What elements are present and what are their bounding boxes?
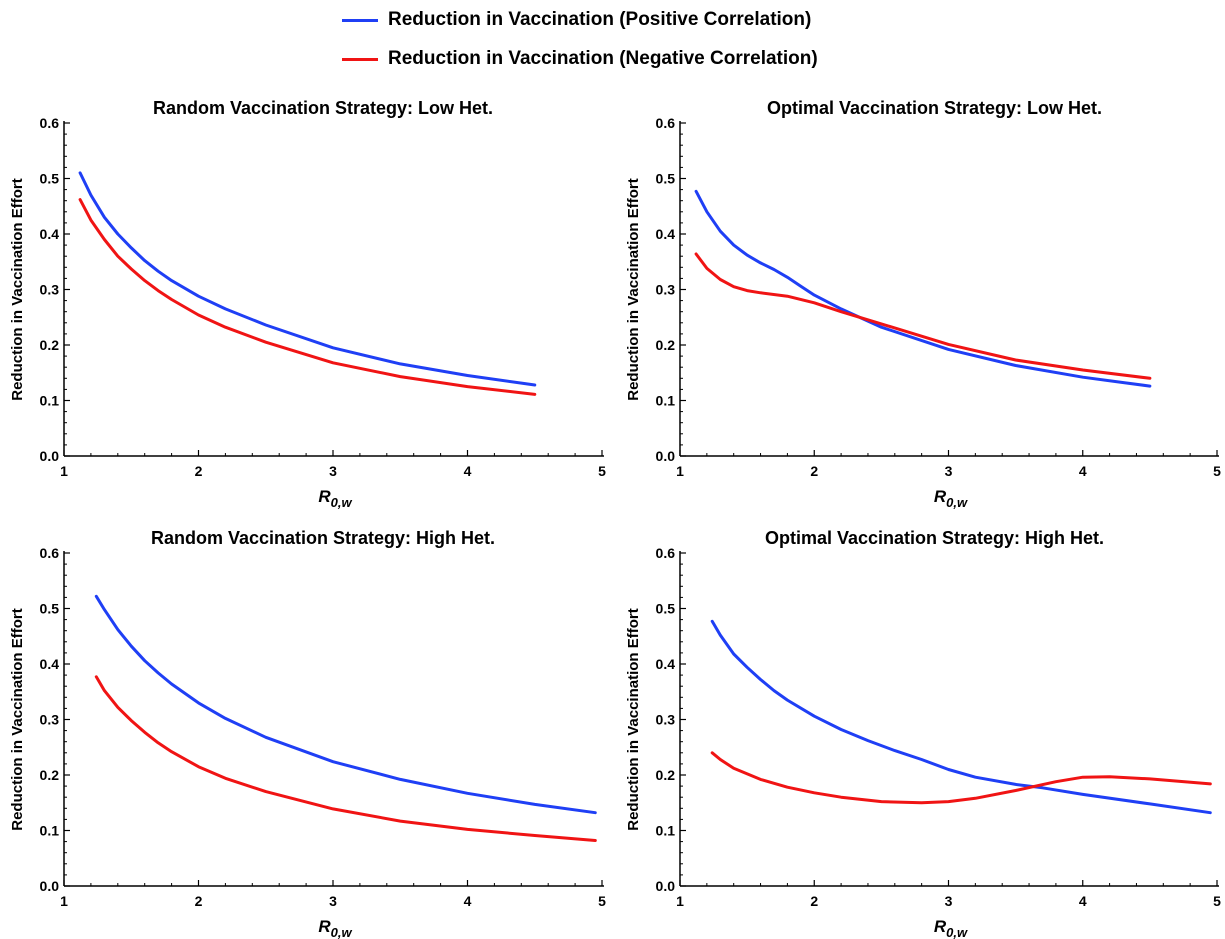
series-line-negative [710, 751, 1212, 805]
chart-title: Random Vaccination Strategy: Low Het. [153, 98, 493, 118]
x-tick-label: 5 [598, 463, 606, 479]
y-tick-label: 0.0 [656, 878, 676, 894]
x-tick-label: 3 [329, 893, 337, 909]
y-tick-label: 0.6 [40, 115, 60, 131]
legend-item-negative: Reduction in Vaccination (Negative Corre… [342, 44, 818, 74]
x-axis-label-main: R [318, 917, 331, 936]
series-line-negative [94, 675, 597, 842]
x-tick-label: 3 [945, 893, 953, 909]
y-tick-label: 0.6 [656, 545, 676, 561]
x-tick-label: 1 [676, 893, 684, 909]
y-tick-label: 0.0 [40, 448, 60, 464]
y-tick-label: 0.3 [40, 282, 60, 298]
legend-swatch-positive [342, 18, 378, 22]
y-axis-label: Reduction in Vaccination Effort [625, 178, 642, 401]
series-line-positive [694, 189, 1152, 388]
y-tick-label: 0.4 [656, 656, 676, 672]
x-tick-label: 5 [1213, 463, 1221, 479]
y-tick-label: 0.3 [656, 712, 676, 728]
series-line-negative [78, 198, 537, 396]
x-axis-label: R0,w [318, 487, 352, 510]
x-tick-label: 2 [810, 463, 818, 479]
legend: Reduction in Vaccination (Positive Corre… [0, 0, 1225, 80]
y-tick-label: 0.4 [656, 226, 676, 242]
y-axis-label: Reduction in Vaccination Effort [9, 608, 26, 831]
y-tick-label: 0.5 [40, 601, 60, 617]
x-axis-label-main: R [318, 487, 331, 506]
x-tick-label: 5 [598, 893, 606, 909]
y-tick-label: 0.5 [656, 601, 676, 617]
x-axis-label-subscript: 0,w [331, 925, 353, 939]
x-axis-label-subscript: 0,w [946, 925, 968, 939]
x-axis-label-main: R [934, 487, 947, 506]
y-tick-label: 0.0 [40, 878, 60, 894]
series-line-positive [710, 619, 1212, 815]
series-line-negative [694, 252, 1152, 380]
y-tick-label: 0.2 [656, 767, 676, 783]
x-tick-label: 2 [195, 893, 203, 909]
y-tick-label: 0.1 [656, 823, 676, 839]
y-tick-label: 0.6 [40, 545, 60, 561]
x-tick-label: 4 [1079, 463, 1087, 479]
y-tick-label: 0.1 [40, 393, 60, 409]
legend-label-negative: Reduction in Vaccination (Negative Corre… [388, 48, 818, 69]
x-axis-label-subscript: 0,w [946, 495, 968, 510]
y-tick-label: 0.2 [40, 767, 60, 783]
y-tick-label: 0.3 [40, 712, 60, 728]
y-tick-label: 0.1 [656, 393, 676, 409]
x-axis-label: R0,w [934, 487, 968, 510]
x-axis-label-main: R [934, 917, 947, 936]
x-axis-label-subscript: 0,w [331, 495, 353, 510]
x-tick-label: 3 [329, 463, 337, 479]
y-tick-label: 0.4 [40, 656, 60, 672]
y-tick-label: 0.3 [656, 282, 676, 298]
x-tick-label: 4 [1079, 893, 1087, 909]
x-tick-label: 1 [60, 463, 68, 479]
chart-panel-1: Random Vaccination Strategy: Low Het. 0.0… [9, 98, 606, 510]
y-axis-label: Reduction in Vaccination Effort [9, 178, 26, 401]
chart-panel-3: Random Vaccination Strategy: High Het. 0.… [9, 528, 606, 939]
x-tick-label: 3 [945, 463, 953, 479]
y-tick-label: 0.0 [656, 448, 676, 464]
x-tick-label: 1 [60, 893, 68, 909]
chart-title: Optimal Vaccination Strategy: High Het. [765, 528, 1104, 548]
y-axis-label: Reduction in Vaccination Effort [625, 608, 642, 831]
x-tick-label: 4 [464, 893, 472, 909]
x-tick-label: 2 [810, 893, 818, 909]
y-tick-label: 0.4 [40, 226, 60, 242]
series-line-positive [78, 171, 537, 387]
x-tick-label: 1 [676, 463, 684, 479]
chart-panel-2: Optimal Vaccination Strategy: Low Het. 0.… [625, 98, 1221, 510]
y-tick-label: 0.5 [40, 171, 60, 187]
y-tick-label: 0.2 [40, 337, 60, 353]
x-tick-label: 4 [464, 463, 472, 479]
chart-panel-4: Optimal Vaccination Strategy: High Het. 0… [625, 528, 1221, 939]
y-tick-label: 0.1 [40, 823, 60, 839]
x-tick-label: 2 [195, 463, 203, 479]
legend-item-positive: Reduction in Vaccination (Positive Corre… [342, 5, 811, 35]
x-tick-label: 5 [1213, 893, 1221, 909]
chart-title: Random Vaccination Strategy: High Het. [151, 528, 495, 548]
legend-swatch-negative [342, 57, 378, 61]
series-line-positive [94, 594, 597, 815]
y-tick-label: 0.6 [656, 115, 676, 131]
x-axis-label: R0,w [934, 917, 968, 939]
chart-title: Optimal Vaccination Strategy: Low Het. [767, 98, 1102, 118]
legend-label-positive: Reduction in Vaccination (Positive Corre… [388, 9, 812, 30]
x-axis-label: R0,w [318, 917, 352, 939]
y-tick-label: 0.2 [656, 337, 676, 353]
y-tick-label: 0.5 [656, 171, 676, 187]
